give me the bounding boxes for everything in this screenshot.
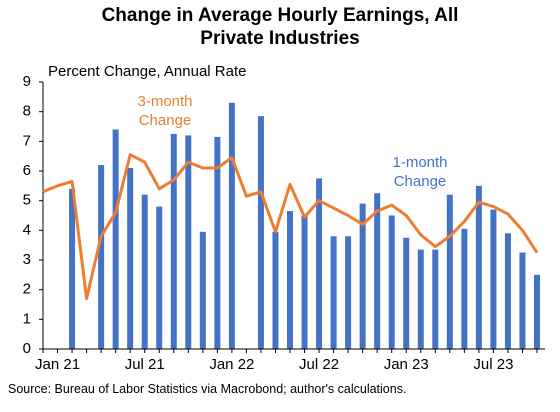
bar [504,233,511,349]
bar [112,129,119,349]
bar [257,116,264,349]
y-tick-label: 4 [23,221,31,238]
x-tick-label: Jul 21 [125,356,165,373]
bar [519,252,526,349]
bar [446,194,453,349]
bar [475,185,482,349]
bar [374,193,381,349]
source-note: Source: Bureau of Labor Statistics via M… [8,382,407,396]
bar [170,133,177,349]
bar [432,249,439,349]
y-tick-label: 2 [23,281,31,298]
bar [345,236,352,349]
x-tick-label: Jul 22 [299,356,339,373]
y-tick-label: 7 [23,132,31,149]
line-annotation: 3-month Change [137,93,193,129]
bar [156,206,163,349]
y-tick-label: 6 [23,162,31,179]
y-tick-label: 3 [23,251,31,268]
bar [417,249,424,349]
x-tick-label: Jul 23 [473,356,513,373]
bar [490,209,497,349]
bar [301,215,308,349]
bar [272,231,279,349]
bar [330,236,337,349]
bar [214,136,221,349]
bar-annotation: 1-month Change [392,154,448,190]
bar [461,228,468,349]
bar [199,231,206,349]
x-tick-label: Jan 21 [35,356,80,373]
bar [388,215,395,349]
y-tick-label: 1 [23,310,31,327]
bar [534,274,540,349]
bar [127,168,134,349]
y-tick-label: 9 [23,73,31,90]
chart-title: Change in Average Hourly Earnings, All P… [101,5,459,49]
y-tick-label: 5 [23,192,31,209]
bar [228,102,235,350]
y-axis-label: Percent Change, Annual Rate [48,63,246,80]
bar [98,165,105,349]
line [42,153,539,301]
y-tick-label: 8 [23,103,31,120]
x-tick-label: Jan 23 [384,356,429,373]
bar [287,211,293,349]
bar [403,237,410,349]
bar [359,203,366,349]
bar [185,135,192,349]
bar [69,188,76,349]
bar [316,178,323,349]
bar [141,194,148,349]
y-tick-label: 0 [23,340,31,357]
x-tick-label: Jan 22 [209,356,254,373]
